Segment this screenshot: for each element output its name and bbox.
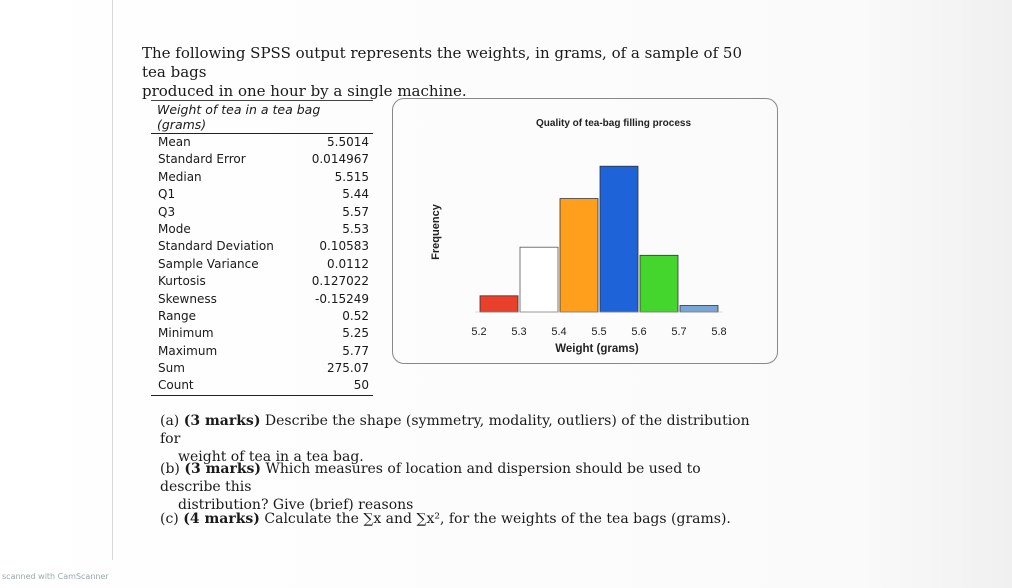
descriptive-stats-table: Weight of tea in a tea bag (grams) Mean 5…: [151, 100, 373, 396]
stats-row-value: 5.5014: [327, 135, 369, 149]
histogram-bar: [639, 254, 679, 313]
stats-row-value: 0.014967: [311, 152, 369, 167]
stats-row-label: Q3: [158, 204, 176, 219]
histogram-bar: [599, 165, 639, 313]
stats-row-label: Kurtosis: [158, 274, 206, 289]
stats-row-value: 0.52: [342, 308, 369, 323]
stats-row: Sample Variance 0.0112: [151, 256, 373, 273]
question-c-prefix: (c): [160, 511, 184, 527]
stats-row: Mode 5.53: [151, 221, 373, 238]
stats-row-value: 5.57: [342, 204, 369, 219]
stats-row: Standard Deviation 0.10583: [151, 238, 373, 255]
question-a-line2: weight of tea in a tea bag.: [178, 449, 364, 465]
intro-text: The following SPSS output represents the…: [142, 44, 762, 101]
stats-row: Q1 5.44: [151, 186, 373, 203]
stats-row-value: 5.77: [342, 343, 369, 358]
histogram-chart: Quality of tea-bag filling process Freque…: [430, 118, 727, 355]
chart-x-tick-label: 5.2: [471, 326, 486, 338]
stats-row-label: Minimum: [158, 326, 214, 341]
stats-row-value: 5.44: [342, 187, 369, 202]
histogram-bar: [519, 246, 559, 313]
question-a: (a) (3 marks) Describe the shape (symmet…: [160, 412, 760, 466]
stats-row: Skewness -0.15249: [151, 291, 373, 308]
question-b-line2: distribution? Give (brief) reasons: [178, 497, 414, 513]
page-margin-rule: [112, 0, 113, 560]
scanner-watermark: scanned with CamScanner: [2, 572, 109, 581]
chart-xlabel: Weight (grams): [555, 343, 639, 355]
chart-x-tick-label: 5.6: [631, 326, 646, 338]
stats-table-header: Weight of tea in a tea bag (grams): [151, 100, 373, 134]
stats-row: Q3 5.57: [151, 204, 373, 221]
stats-row-label: Standard Error: [158, 152, 246, 167]
chart-x-tick-label: 5.3: [511, 326, 526, 338]
chart-frame: [392, 98, 778, 364]
chart-x-tick-label: 5.5: [591, 326, 606, 338]
question-b-line1: Which measures of location and dispersio…: [160, 461, 701, 495]
stats-row-value: 5.53: [342, 221, 369, 236]
stats-row: Maximum 5.77: [151, 343, 373, 360]
stats-row-value: 0.127022: [311, 274, 369, 289]
stats-table-body: Mean 5.5014 Standard Error 0.014967 Median 5.…: [151, 134, 373, 396]
stats-row-label: Sum: [158, 361, 185, 376]
stats-row-label: Median: [158, 169, 202, 184]
question-b-marks: (3 marks): [184, 461, 262, 477]
stats-row: Count 50: [151, 377, 373, 396]
stats-row-value: 5.25: [342, 326, 369, 341]
stats-row: Kurtosis 0.127022: [151, 273, 373, 290]
stats-row: Standard Error 0.014967: [151, 151, 373, 168]
stats-row-label: Standard Deviation: [158, 239, 274, 254]
stats-row-label: Skewness: [158, 291, 217, 306]
stats-row-value: 5.515: [334, 169, 369, 184]
question-b: (b) (3 marks) Which measures of location…: [160, 460, 760, 514]
stats-row-value: 0.10583: [319, 239, 369, 254]
stats-row-label: Mode: [158, 221, 191, 236]
stats-row-value: 50: [353, 378, 369, 393]
intro-line-2: produced in one hour by a single machine…: [142, 82, 467, 100]
histogram-bar: [479, 295, 519, 313]
question-b-prefix: (b): [160, 461, 185, 477]
stats-row-label: Count: [158, 378, 194, 393]
stats-row-value: -0.15249: [315, 291, 369, 306]
stats-row: Median 5.515: [151, 169, 373, 186]
stats-row-value: 0.0112: [327, 256, 369, 271]
question-a-line1: Describe the shape (symmetry, modality, …: [160, 413, 750, 447]
stats-row: Mean 5.5014: [151, 134, 373, 151]
stats-row: Minimum 5.25: [151, 325, 373, 342]
stats-row-label: Range: [158, 308, 197, 323]
stats-row-value: 275.07: [327, 361, 369, 376]
stats-row: Range 0.52: [151, 308, 373, 325]
histogram-bar: [559, 198, 599, 313]
chart-x-tick-label: 5.7: [671, 326, 686, 338]
stats-row-label: Maximum: [158, 343, 218, 358]
chart-title: Quality of tea-bag filling process: [536, 118, 691, 129]
question-a-prefix: (a): [160, 413, 184, 429]
histogram-bar: [679, 305, 719, 313]
question-c-line1: Calculate the ∑x and ∑x², for the weight…: [259, 511, 731, 527]
stats-row: Sum 275.07: [151, 360, 373, 377]
chart-x-tick-label: 5.4: [551, 326, 566, 338]
stats-row-label: Q1: [158, 187, 176, 202]
intro-line-1: The following SPSS output represents the…: [142, 44, 742, 81]
chart-ylabel: Frequency: [430, 203, 442, 260]
stats-row-label: Sample Variance: [158, 256, 259, 271]
stats-row-label: Mean: [158, 135, 191, 149]
question-c: (c) (4 marks) Calculate the ∑x and ∑x², …: [160, 510, 760, 528]
question-c-marks: (4 marks): [183, 511, 260, 527]
chart-x-tick-label: 5.8: [711, 326, 726, 338]
question-a-marks: (3 marks): [183, 413, 261, 429]
